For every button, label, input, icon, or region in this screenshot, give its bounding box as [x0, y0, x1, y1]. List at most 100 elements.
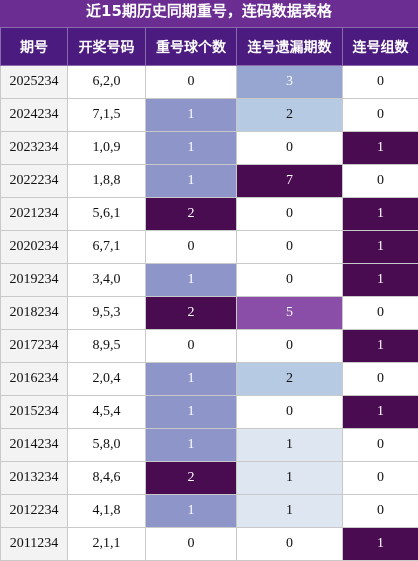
table-cell: 7 [237, 165, 343, 198]
table-cell: 1 [146, 99, 237, 132]
table-cell: 1 [343, 198, 418, 231]
table-cell: 1 [343, 132, 418, 165]
column-header: 期号 [1, 28, 68, 66]
table-cell: 1 [146, 363, 237, 396]
table-cell: 1 [146, 495, 237, 528]
table-cell: 2014234 [1, 429, 68, 462]
table-cell: 5,6,1 [68, 198, 146, 231]
table-cell: 3 [237, 66, 343, 99]
table-cell: 0 [343, 429, 418, 462]
table-cell: 0 [343, 297, 418, 330]
table-cell: 7,1,5 [68, 99, 146, 132]
table-cell: 0 [237, 396, 343, 429]
table-cell: 2020234 [1, 231, 68, 264]
table-cell: 1 [343, 231, 418, 264]
table-cell: 0 [237, 198, 343, 231]
table-cell: 2015234 [1, 396, 68, 429]
table-cell: 2 [237, 363, 343, 396]
table-cell: 2 [237, 99, 343, 132]
table-cell: 0 [343, 66, 418, 99]
table-cell: 5,8,0 [68, 429, 146, 462]
column-header: 重号球个数 [146, 28, 237, 66]
table-cell: 1,0,9 [68, 132, 146, 165]
table-cell: 1 [343, 264, 418, 297]
table-cell: 1 [237, 429, 343, 462]
column-header: 连号组数 [343, 28, 418, 66]
table-cell: 0 [237, 132, 343, 165]
table-cell: 0 [343, 165, 418, 198]
table-cell: 3,4,0 [68, 264, 146, 297]
table-cell: 1 [343, 396, 418, 429]
table-cell: 1 [146, 429, 237, 462]
table-cell: 2 [146, 198, 237, 231]
table-cell: 0 [237, 264, 343, 297]
table-cell: 0 [343, 462, 418, 495]
table-cell: 0 [146, 231, 237, 264]
table-cell: 0 [343, 99, 418, 132]
table-cell: 6,7,1 [68, 231, 146, 264]
column-header: 连号遗漏期数 [237, 28, 343, 66]
table-cell: 4,5,4 [68, 396, 146, 429]
column-header: 开奖号码 [68, 28, 146, 66]
table-cell: 2,0,4 [68, 363, 146, 396]
table-cell: 0 [146, 528, 237, 561]
table-cell: 1 [146, 264, 237, 297]
table-cell: 2017234 [1, 330, 68, 363]
table-cell: 1 [343, 330, 418, 363]
table-cell: 9,5,3 [68, 297, 146, 330]
header-row: 期号开奖号码重号球个数连号遗漏期数连号组数 [1, 28, 418, 66]
table-cell: 2019234 [1, 264, 68, 297]
table-cell: 8,4,6 [68, 462, 146, 495]
table-cell: 1 [343, 528, 418, 561]
table-cell: 8,9,5 [68, 330, 146, 363]
table-cell: 2024234 [1, 99, 68, 132]
table-cell: 1 [146, 165, 237, 198]
table-cell: 0 [146, 66, 237, 99]
table-cell: 0 [237, 231, 343, 264]
table-cell: 0 [237, 330, 343, 363]
table-cell: 2011234 [1, 528, 68, 561]
table-cell: 1 [237, 495, 343, 528]
table-cell: 2016234 [1, 363, 68, 396]
table-cell: 1 [146, 396, 237, 429]
table-cell: 2025234 [1, 66, 68, 99]
table-cell: 2012234 [1, 495, 68, 528]
table-cell: 2018234 [1, 297, 68, 330]
table-cell: 0 [343, 363, 418, 396]
table-cell: 4,1,8 [68, 495, 146, 528]
title: 近15期历史同期重号，连码数据表格 [0, 0, 418, 27]
table-cell: 6,2,0 [68, 66, 146, 99]
table-cell: 2023234 [1, 132, 68, 165]
table-cell: 0 [237, 528, 343, 561]
table-cell: 2,1,1 [68, 528, 146, 561]
table-cell: 0 [343, 495, 418, 528]
table-cell: 0 [146, 330, 237, 363]
table-cell: 2 [146, 462, 237, 495]
table-cell: 1 [237, 462, 343, 495]
table-cell: 2 [146, 297, 237, 330]
table-cell: 2022234 [1, 165, 68, 198]
table-cell: 1,8,8 [68, 165, 146, 198]
table-cell: 2021234 [1, 198, 68, 231]
table-cell: 2013234 [1, 462, 68, 495]
table-cell: 5 [237, 297, 343, 330]
table-cell: 1 [146, 132, 237, 165]
